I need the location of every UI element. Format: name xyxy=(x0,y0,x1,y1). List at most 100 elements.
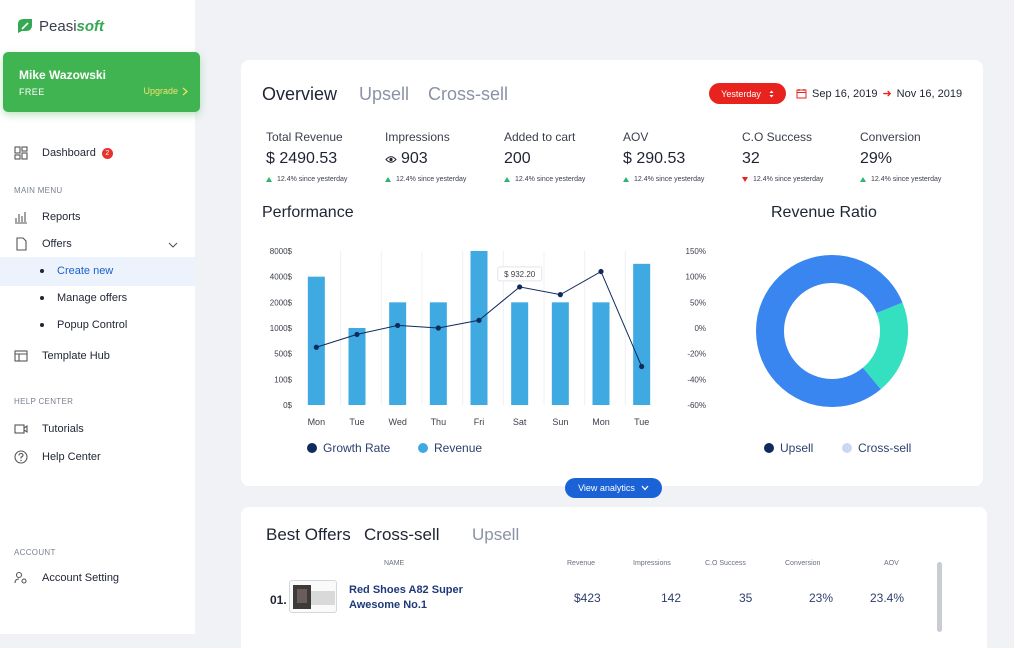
y-tick-label: 2000$ xyxy=(270,298,293,307)
legend-dot xyxy=(842,443,852,453)
view-analytics-button[interactable]: View analytics xyxy=(565,478,662,498)
x-tick-label: Thu xyxy=(431,417,447,427)
column-header-impressions[interactable]: Impressions xyxy=(633,560,671,567)
x-tick-label: Mon xyxy=(592,417,610,427)
legend-dot xyxy=(307,443,317,453)
trend-up-icon xyxy=(504,177,510,182)
leaf-logo-icon xyxy=(18,19,32,33)
section-label-main-menu: MAIN MENU xyxy=(14,186,63,195)
brand-name: Peasisoft xyxy=(39,17,105,35)
bar-chart-icon xyxy=(15,212,27,224)
x-tick-label: Sat xyxy=(513,417,527,427)
tab-offers-upsell[interactable]: Upsell xyxy=(472,525,520,544)
cell-co-success: 35 xyxy=(739,591,753,605)
legend-dot xyxy=(418,443,428,453)
growth-rate-point xyxy=(598,268,604,275)
cell-aov: 23.4% xyxy=(870,591,905,605)
tab-offers-cross-sell[interactable]: Cross-sell xyxy=(364,525,440,544)
kpi-delta: 12.4% since yesterday xyxy=(266,176,381,183)
growth-rate-point xyxy=(313,344,319,350)
submenu-label: Manage offers xyxy=(57,292,128,304)
column-header-aov[interactable]: AOV xyxy=(884,560,899,567)
column-header-revenue[interactable]: Revenue xyxy=(567,560,596,567)
kpi-delta: 12.4% since yesterday xyxy=(385,176,500,183)
submenu-item-popup-control[interactable]: Popup Control xyxy=(40,319,127,331)
kpi-delta: 12.4% since yesterday xyxy=(623,176,738,183)
upgrade-label: Upgrade xyxy=(143,86,178,96)
kpi-aov: AOV $ 290.53 12.4% since yesterday xyxy=(623,130,738,183)
upgrade-link[interactable]: Upgrade xyxy=(143,86,188,96)
dashboard-icon xyxy=(14,146,28,160)
notification-badge: 2 xyxy=(101,147,113,159)
date-range[interactable]: Sep 16, 2019 ➜ Nov 16, 2019 xyxy=(796,87,962,100)
chevron-down-icon xyxy=(641,485,649,491)
template-icon xyxy=(14,350,28,362)
kpi-total-revenue: Total Revenue $ 2490.53 12.4% since yest… xyxy=(266,130,381,183)
sidebar-item-reports[interactable]: Reports xyxy=(14,210,81,224)
bullet-icon xyxy=(40,296,44,300)
trend-up-icon xyxy=(860,177,866,182)
document-icon xyxy=(16,237,27,251)
cell-revenue: $423 xyxy=(574,591,601,605)
y-tick-label: 4000$ xyxy=(270,273,293,282)
sidebar-item-template-hub[interactable]: Template Hub xyxy=(14,349,110,363)
table-scrollbar[interactable] xyxy=(937,562,942,632)
legend-label: Upsell xyxy=(780,441,814,455)
tooltip-box xyxy=(497,266,543,282)
growth-rate-point xyxy=(435,325,441,331)
bar-revenue xyxy=(633,263,651,405)
submenu-item-create-new[interactable]: Create new xyxy=(40,265,113,277)
sidebar-item-tutorials[interactable]: Tutorials xyxy=(14,422,84,436)
row-rank: 01. xyxy=(270,593,287,607)
kpi-conversion: Conversion 29% 12.4% since yesterday xyxy=(860,130,975,183)
x-tick-label: Wed xyxy=(388,417,406,427)
growth-rate-point xyxy=(476,317,482,323)
growth-rate-point xyxy=(639,363,645,370)
donut-slice-upsell xyxy=(756,255,908,407)
product-thumbnail[interactable] xyxy=(289,580,337,613)
chevron-right-icon xyxy=(182,87,188,95)
tab-upsell[interactable]: Upsell xyxy=(359,84,410,104)
legend-growth-rate: Growth Rate xyxy=(307,441,390,455)
chevron-down-icon[interactable] xyxy=(168,240,178,250)
y2-tick-label: 0% xyxy=(694,324,706,333)
section-label-help-center: HELP CENTER xyxy=(14,397,74,406)
cell-impressions: 142 xyxy=(661,591,682,605)
bullet-icon xyxy=(40,269,44,273)
kpi-value: $ 290.53 xyxy=(623,150,686,167)
sidebar-item-offers[interactable]: Offers xyxy=(14,237,72,251)
tab-cross-sell[interactable]: Cross-sell xyxy=(428,84,509,104)
tab-overview[interactable]: Overview xyxy=(262,84,338,104)
submenu-label: Popup Control xyxy=(57,319,128,331)
sidebar-item-help-center[interactable]: Help Center xyxy=(14,450,101,464)
sidebar-item-account-setting[interactable]: Account Setting xyxy=(14,571,119,585)
kpi-delta: 12.4% since yesterday xyxy=(504,176,619,183)
kpi-label: Conversion xyxy=(860,130,921,144)
sidebar-item-dashboard[interactable]: Dashboard 2 xyxy=(14,146,113,160)
kpi-label: C.O Success xyxy=(742,130,813,144)
bar-revenue xyxy=(592,302,610,405)
kpi-label: AOV xyxy=(623,130,649,144)
kpi-impressions: Impressions 903 12.4% since yesterday xyxy=(385,130,500,183)
kpi-value: 29% xyxy=(860,150,893,167)
sidebar-item-label: Template Hub xyxy=(42,350,110,362)
product-name[interactable]: Red Shoes A82 Super Awesome No.1 xyxy=(349,584,463,611)
trend-up-icon xyxy=(266,177,272,182)
column-header-conversion[interactable]: Conversion xyxy=(785,560,821,567)
bar-revenue xyxy=(348,328,366,405)
user-plan: FREE xyxy=(19,87,45,97)
kpi-label: Added to cart xyxy=(504,130,576,144)
eye-icon xyxy=(385,155,397,163)
account-settings-icon xyxy=(14,571,27,584)
legend-label: Revenue xyxy=(434,441,483,455)
column-header-name[interactable]: NAME xyxy=(384,560,405,567)
performance-title: Performance xyxy=(262,204,354,221)
date-from: Sep 16, 2019 xyxy=(812,87,878,100)
period-select[interactable]: Yesterday xyxy=(709,83,786,104)
kpi-delta: 12.4% since yesterday xyxy=(742,176,857,183)
submenu-item-manage-offers[interactable]: Manage offers xyxy=(40,292,127,304)
bar-revenue xyxy=(389,302,407,405)
brand-logo[interactable]: Peasisoft xyxy=(15,16,104,36)
column-header-co-success[interactable]: C.O Success xyxy=(705,560,746,567)
trend-up-icon xyxy=(623,177,629,182)
